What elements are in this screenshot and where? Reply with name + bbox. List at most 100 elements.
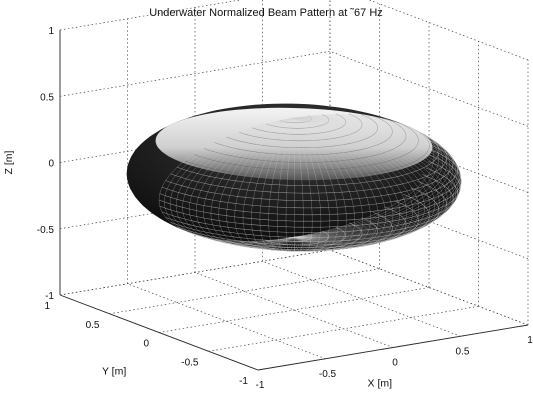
- mesh-meridian-6: [195, 117, 295, 246]
- mesh-meridian-19: [293, 117, 304, 252]
- mesh-meridian-9: [218, 117, 295, 248]
- mesh-meridian-41: [293, 117, 451, 241]
- mesh-parallel-7: [203, 117, 407, 163]
- mesh-parallel-21: [184, 194, 430, 249]
- z-axis-label: Z [m]: [3, 150, 15, 174]
- grid-line-side-z-3: [329, 50, 529, 127]
- x-tick-label-0: -1: [256, 380, 265, 391]
- mesh-parallel-1: [279, 115, 312, 124]
- x-tick-label-2: 0: [392, 358, 398, 369]
- mesh-meridian-3: [175, 117, 295, 244]
- x-tick-label-4: 1: [527, 335, 533, 346]
- grid-line-floor-y-0: [257, 324, 529, 371]
- mesh-meridian-1: [164, 117, 295, 243]
- mesh-meridian-15: [268, 117, 295, 251]
- mesh-meridian-26: [293, 117, 364, 251]
- mesh-meridian-24: [293, 117, 347, 252]
- mesh-parallel-19: [170, 180, 448, 242]
- y-axis-label: Y [m]: [102, 366, 126, 378]
- mesh-meridian-28: [293, 117, 379, 250]
- grid-line-floor-x-0: [59, 294, 259, 371]
- mesh-parallel-6: [214, 115, 393, 156]
- y-tick-label-0: -1: [239, 376, 248, 387]
- mesh-meridian-48: [293, 117, 462, 238]
- chart-title: Underwater Normalized Beam Pattern at ˜6…: [149, 7, 383, 19]
- mesh-meridian-17: [285, 117, 295, 252]
- surface-mesh: [158, 113, 462, 252]
- mesh-parallel-8: [193, 120, 419, 171]
- mesh-meridian-22: [293, 117, 330, 252]
- mesh-meridian-53: [293, 117, 456, 238]
- mesh-meridian-44: [293, 117, 459, 239]
- mesh-meridian-39: [293, 117, 444, 242]
- z-tick-label-1: -0.5: [37, 225, 55, 236]
- mesh-meridian-59: [293, 114, 435, 238]
- mesh-parallel-3: [252, 113, 346, 135]
- mesh-parallel-18: [165, 174, 454, 238]
- mesh-meridian-14: [259, 117, 295, 251]
- mesh-parallel-10: [177, 127, 440, 186]
- mesh-parallel-27: [252, 227, 346, 248]
- mesh-meridian-11: [234, 117, 295, 250]
- mesh-parallel-17: [161, 167, 458, 233]
- mesh-meridian-35: [293, 117, 425, 245]
- mesh-parallel-20: [177, 187, 440, 246]
- x-axis-label: X [m]: [368, 377, 393, 389]
- z-tick-label-3: 0.5: [40, 92, 54, 103]
- mesh-meridian-36: [293, 117, 431, 244]
- mesh-meridian-23: [293, 117, 339, 252]
- mesh-meridian-56: [293, 115, 447, 238]
- grid-line-floor-y-2: [158, 287, 430, 333]
- mesh-meridian-50: [293, 117, 461, 238]
- x-tick-label-3: 0.5: [456, 346, 470, 357]
- mesh-parallel-25: [226, 217, 378, 252]
- mesh-meridian-16: [276, 117, 295, 252]
- x-tick-label-1: -0.5: [319, 369, 337, 380]
- mesh-meridian-40: [293, 117, 448, 242]
- mesh-meridian-27: [293, 117, 371, 250]
- mesh-meridian-55: [293, 116, 451, 238]
- mesh-meridian-21: [293, 117, 322, 252]
- grid-line-back-z-4: [59, 0, 243, 31]
- mesh-meridian-42: [293, 117, 454, 240]
- mesh-meridian-5: [188, 117, 295, 246]
- mesh-meridian-33: [293, 117, 414, 247]
- mesh-meridian-46: [293, 117, 461, 238]
- mesh-meridian-57: [293, 115, 444, 238]
- mesh-parallel-28: [265, 230, 330, 246]
- mesh-parallel-16: [159, 161, 461, 228]
- grid-line-floor-y-3: [109, 268, 380, 315]
- mesh-parallel-15: [158, 154, 462, 222]
- grid-line-floor-x-3: [262, 260, 461, 337]
- mesh-parallel-26: [239, 222, 363, 251]
- mesh-parallel-9: [184, 124, 430, 179]
- mesh-meridian-37: [293, 117, 436, 244]
- mesh-meridian-2: [169, 117, 295, 243]
- y-tick-label-4: 1: [44, 301, 50, 312]
- mesh-meridian-8: [210, 117, 295, 248]
- y-tick-label-1: -0.5: [181, 357, 199, 368]
- grid-line-back-z-0: [59, 249, 331, 296]
- mesh-meridian-25: [293, 117, 355, 251]
- grid-line-floor-x-1: [127, 283, 326, 360]
- grid-line-floor-x-2: [194, 272, 394, 348]
- z-tick-label-4: 1: [48, 26, 54, 37]
- grid-line-back-z-3: [59, 50, 331, 97]
- mesh-parallel-5: [226, 114, 378, 148]
- mesh-parallel-2: [265, 114, 330, 129]
- mesh-parallel-29: [279, 234, 312, 242]
- mesh-meridian-43: [293, 117, 457, 240]
- mesh-meridian-10: [226, 117, 295, 249]
- mesh-meridian-32: [293, 117, 407, 247]
- mesh-meridian-0: [158, 117, 295, 242]
- y-tick-label-2: 0: [143, 339, 149, 350]
- y-tick-label-3: 0.5: [86, 320, 100, 331]
- mesh-meridian-58: [293, 114, 439, 238]
- mesh-meridian-30: [293, 117, 394, 249]
- grid-line-floor-y-1: [208, 305, 479, 352]
- tick-labels: -1-0.500.51-1-0.500.51-1-0.500.51: [37, 26, 533, 391]
- mesh-meridian-7: [203, 117, 295, 247]
- mesh-meridian-54: [293, 116, 454, 238]
- mesh-meridian-31: [293, 117, 401, 248]
